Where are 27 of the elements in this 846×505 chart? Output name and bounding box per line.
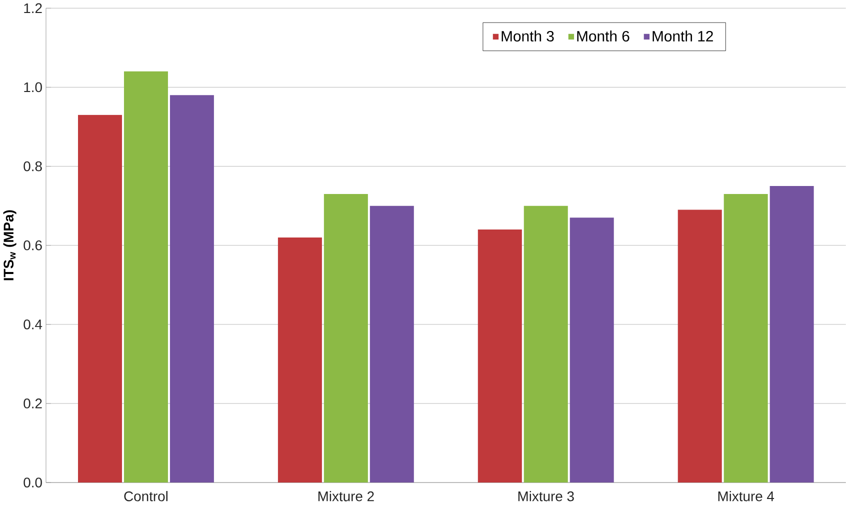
y-tick-label: 0.8 (24, 162, 42, 172)
legend-label: Month 12 (652, 30, 713, 42)
y-tick-label: 1.2 (24, 4, 42, 14)
y-tick-label: 0.0 (24, 478, 42, 488)
bar (678, 210, 722, 483)
bar (524, 206, 568, 483)
bar (370, 206, 414, 483)
bar (324, 194, 368, 483)
bar (570, 218, 614, 483)
bar (124, 72, 168, 483)
x-tick-label: Mixture 2 (318, 491, 374, 502)
legend-label: Month 6 (577, 30, 630, 42)
x-tick-label: Mixture 4 (718, 491, 774, 502)
bar (770, 186, 814, 483)
x-tick-label: Mixture 3 (518, 491, 574, 502)
y-tick-label: 0.2 (24, 398, 42, 409)
bar (170, 95, 214, 483)
y-tick-label: 0.6 (24, 240, 42, 251)
y-axis-title: ITS$_{w}$ (MPa) (3, 210, 16, 280)
bar (278, 238, 322, 483)
legend-label: Month 3 (502, 30, 554, 42)
bar (724, 194, 768, 483)
y-tick-label: 1.0 (24, 82, 42, 92)
bar (78, 115, 122, 483)
x-tick-label: Control (124, 491, 168, 502)
bar (478, 230, 522, 483)
y-tick-label: 0.4 (24, 320, 42, 330)
